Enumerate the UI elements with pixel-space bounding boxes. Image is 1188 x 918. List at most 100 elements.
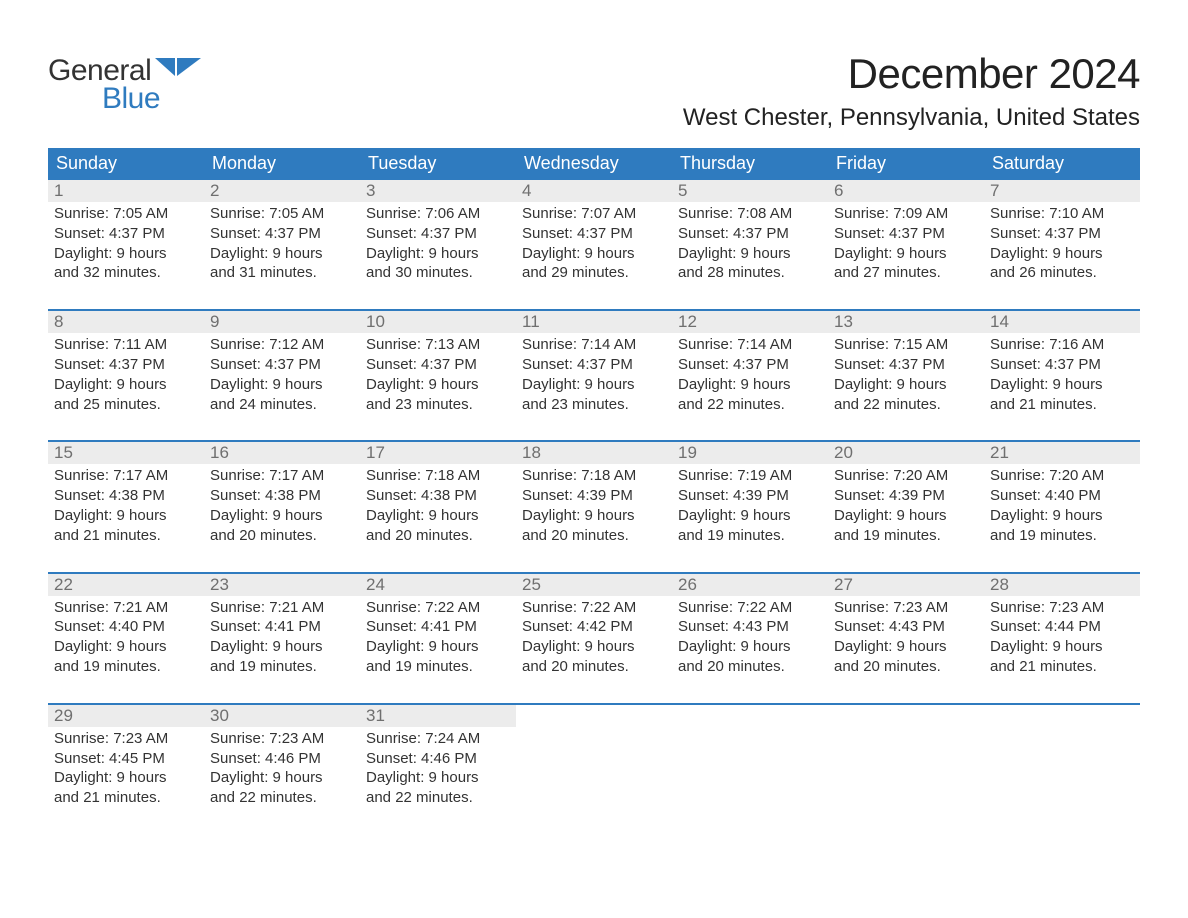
day-cell: 24Sunrise: 7:22 AMSunset: 4:41 PMDayligh…	[360, 574, 516, 681]
day-cell: 30Sunrise: 7:23 AMSunset: 4:46 PMDayligh…	[204, 705, 360, 812]
day-number: 10	[360, 311, 516, 333]
daylight-text-1: Daylight: 9 hours	[366, 375, 510, 395]
day-body: Sunrise: 7:23 AMSunset: 4:43 PMDaylight:…	[828, 596, 984, 681]
day-body: Sunrise: 7:09 AMSunset: 4:37 PMDaylight:…	[828, 202, 984, 287]
sunrise-text: Sunrise: 7:18 AM	[522, 466, 666, 486]
week-row: 8Sunrise: 7:11 AMSunset: 4:37 PMDaylight…	[48, 309, 1140, 418]
day-cell: 15Sunrise: 7:17 AMSunset: 4:38 PMDayligh…	[48, 442, 204, 549]
daylight-text-1: Daylight: 9 hours	[54, 637, 198, 657]
day-number: 17	[360, 442, 516, 464]
sunset-text: Sunset: 4:37 PM	[834, 355, 978, 375]
day-body: Sunrise: 7:05 AMSunset: 4:37 PMDaylight:…	[48, 202, 204, 287]
weekday-header: Sunday	[48, 148, 204, 180]
weeks-container: 1Sunrise: 7:05 AMSunset: 4:37 PMDaylight…	[48, 180, 1140, 812]
day-cell: 10Sunrise: 7:13 AMSunset: 4:37 PMDayligh…	[360, 311, 516, 418]
sunset-text: Sunset: 4:39 PM	[834, 486, 978, 506]
sunset-text: Sunset: 4:42 PM	[522, 617, 666, 637]
sunset-text: Sunset: 4:38 PM	[366, 486, 510, 506]
day-number: 13	[828, 311, 984, 333]
sunrise-text: Sunrise: 7:23 AM	[210, 729, 354, 749]
sunrise-text: Sunrise: 7:22 AM	[678, 598, 822, 618]
day-number: 1	[48, 180, 204, 202]
day-cell: 11Sunrise: 7:14 AMSunset: 4:37 PMDayligh…	[516, 311, 672, 418]
daylight-text-2: and 20 minutes.	[522, 657, 666, 677]
daylight-text-2: and 20 minutes.	[834, 657, 978, 677]
daylight-text-1: Daylight: 9 hours	[678, 375, 822, 395]
day-cell	[984, 705, 1140, 812]
day-body: Sunrise: 7:23 AMSunset: 4:46 PMDaylight:…	[204, 727, 360, 812]
sunrise-text: Sunrise: 7:14 AM	[522, 335, 666, 355]
sunrise-text: Sunrise: 7:20 AM	[990, 466, 1134, 486]
day-cell	[516, 705, 672, 812]
day-number: 6	[828, 180, 984, 202]
day-body: Sunrise: 7:21 AMSunset: 4:40 PMDaylight:…	[48, 596, 204, 681]
daylight-text-1: Daylight: 9 hours	[54, 244, 198, 264]
sunrise-text: Sunrise: 7:22 AM	[522, 598, 666, 618]
sunset-text: Sunset: 4:40 PM	[54, 617, 198, 637]
day-cell: 18Sunrise: 7:18 AMSunset: 4:39 PMDayligh…	[516, 442, 672, 549]
day-cell: 26Sunrise: 7:22 AMSunset: 4:43 PMDayligh…	[672, 574, 828, 681]
week-spacer	[48, 681, 1140, 703]
daylight-text-2: and 23 minutes.	[366, 395, 510, 415]
sunset-text: Sunset: 4:41 PM	[366, 617, 510, 637]
sunset-text: Sunset: 4:39 PM	[522, 486, 666, 506]
day-cell: 28Sunrise: 7:23 AMSunset: 4:44 PMDayligh…	[984, 574, 1140, 681]
day-body: Sunrise: 7:20 AMSunset: 4:39 PMDaylight:…	[828, 464, 984, 549]
day-body: Sunrise: 7:23 AMSunset: 4:44 PMDaylight:…	[984, 596, 1140, 681]
daylight-text-1: Daylight: 9 hours	[834, 506, 978, 526]
daylight-text-2: and 29 minutes.	[522, 263, 666, 283]
daylight-text-2: and 20 minutes.	[210, 526, 354, 546]
day-number: 27	[828, 574, 984, 596]
day-body: Sunrise: 7:07 AMSunset: 4:37 PMDaylight:…	[516, 202, 672, 287]
day-number: 22	[48, 574, 204, 596]
weekday-header: Tuesday	[360, 148, 516, 180]
daylight-text-1: Daylight: 9 hours	[210, 506, 354, 526]
weekday-header-row: Sunday Monday Tuesday Wednesday Thursday…	[48, 148, 1140, 180]
day-number: 11	[516, 311, 672, 333]
daylight-text-2: and 32 minutes.	[54, 263, 198, 283]
day-number: 26	[672, 574, 828, 596]
day-cell: 5Sunrise: 7:08 AMSunset: 4:37 PMDaylight…	[672, 180, 828, 287]
day-number: 24	[360, 574, 516, 596]
day-cell: 25Sunrise: 7:22 AMSunset: 4:42 PMDayligh…	[516, 574, 672, 681]
day-cell: 13Sunrise: 7:15 AMSunset: 4:37 PMDayligh…	[828, 311, 984, 418]
sunrise-text: Sunrise: 7:23 AM	[990, 598, 1134, 618]
day-number: 18	[516, 442, 672, 464]
week-row: 15Sunrise: 7:17 AMSunset: 4:38 PMDayligh…	[48, 440, 1140, 549]
weekday-header: Monday	[204, 148, 360, 180]
daylight-text-1: Daylight: 9 hours	[678, 244, 822, 264]
daylight-text-1: Daylight: 9 hours	[366, 768, 510, 788]
sunrise-text: Sunrise: 7:20 AM	[834, 466, 978, 486]
sunrise-text: Sunrise: 7:05 AM	[54, 204, 198, 224]
sunset-text: Sunset: 4:40 PM	[990, 486, 1134, 506]
sunrise-text: Sunrise: 7:05 AM	[210, 204, 354, 224]
sunrise-text: Sunrise: 7:24 AM	[366, 729, 510, 749]
week-row: 22Sunrise: 7:21 AMSunset: 4:40 PMDayligh…	[48, 572, 1140, 681]
sunset-text: Sunset: 4:37 PM	[834, 224, 978, 244]
daylight-text-1: Daylight: 9 hours	[366, 637, 510, 657]
day-cell: 7Sunrise: 7:10 AMSunset: 4:37 PMDaylight…	[984, 180, 1140, 287]
location: West Chester, Pennsylvania, United State…	[683, 104, 1140, 132]
sunrise-text: Sunrise: 7:22 AM	[366, 598, 510, 618]
sunrise-text: Sunrise: 7:15 AM	[834, 335, 978, 355]
day-number: 19	[672, 442, 828, 464]
sunrise-text: Sunrise: 7:09 AM	[834, 204, 978, 224]
day-number: 4	[516, 180, 672, 202]
daylight-text-1: Daylight: 9 hours	[522, 506, 666, 526]
week-row: 1Sunrise: 7:05 AMSunset: 4:37 PMDaylight…	[48, 180, 1140, 287]
daylight-text-1: Daylight: 9 hours	[678, 637, 822, 657]
sunrise-text: Sunrise: 7:17 AM	[210, 466, 354, 486]
daylight-text-1: Daylight: 9 hours	[366, 244, 510, 264]
daylight-text-1: Daylight: 9 hours	[366, 506, 510, 526]
week-spacer	[48, 287, 1140, 309]
day-cell: 29Sunrise: 7:23 AMSunset: 4:45 PMDayligh…	[48, 705, 204, 812]
day-body: Sunrise: 7:12 AMSunset: 4:37 PMDaylight:…	[204, 333, 360, 418]
daylight-text-1: Daylight: 9 hours	[834, 637, 978, 657]
day-body: Sunrise: 7:14 AMSunset: 4:37 PMDaylight:…	[672, 333, 828, 418]
sunrise-text: Sunrise: 7:14 AM	[678, 335, 822, 355]
daylight-text-1: Daylight: 9 hours	[678, 506, 822, 526]
day-body: Sunrise: 7:08 AMSunset: 4:37 PMDaylight:…	[672, 202, 828, 287]
day-number: 16	[204, 442, 360, 464]
title-block: December 2024 West Chester, Pennsylvania…	[683, 30, 1140, 144]
day-cell: 6Sunrise: 7:09 AMSunset: 4:37 PMDaylight…	[828, 180, 984, 287]
